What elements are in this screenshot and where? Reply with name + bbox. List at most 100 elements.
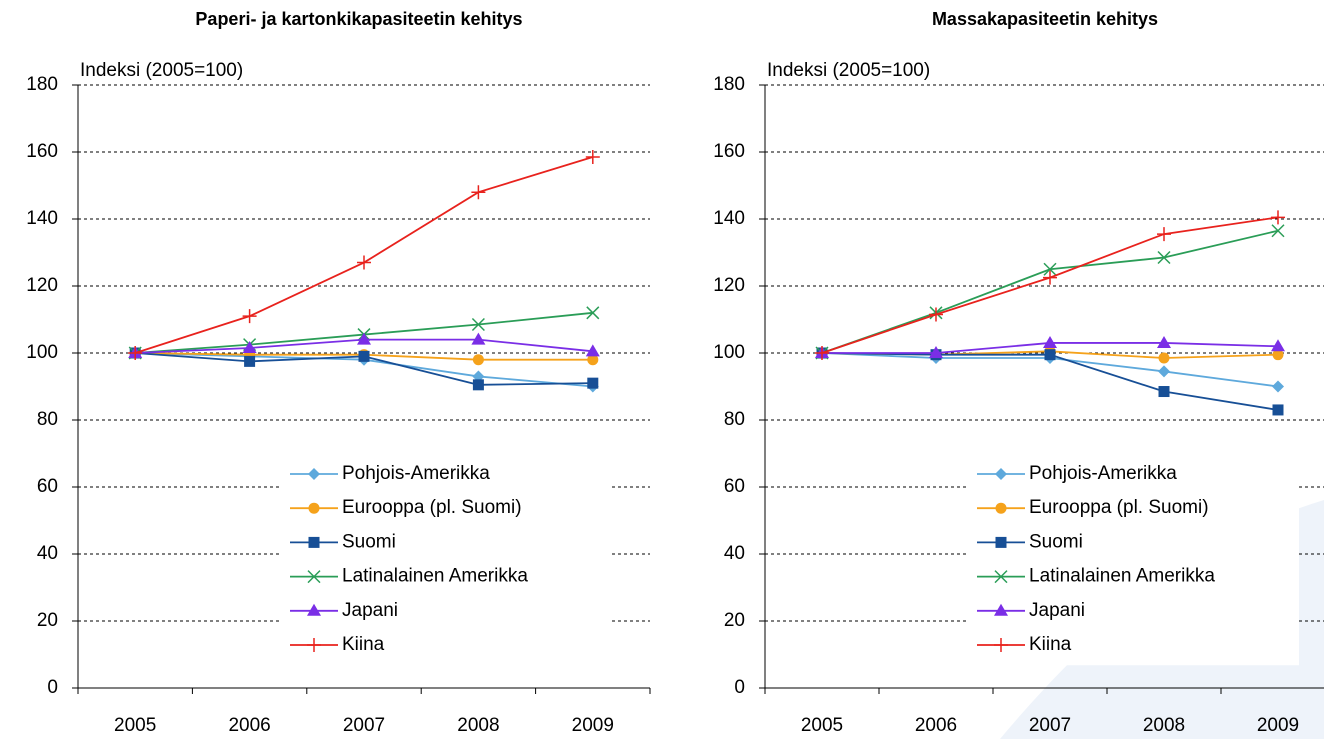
- marker: [587, 354, 599, 366]
- legend-label: Eurooppa (pl. Suomi): [1029, 497, 1209, 518]
- marker: [1158, 365, 1170, 378]
- marker: [994, 603, 1008, 616]
- y-tick-label: 140: [713, 208, 745, 229]
- marker: [1272, 349, 1284, 361]
- y-tick-label: 40: [724, 543, 745, 564]
- marker: [1043, 335, 1057, 348]
- legend-label: Kiina: [342, 634, 385, 655]
- x-tick-label: 2006: [915, 715, 957, 736]
- marker: [358, 350, 370, 362]
- series-line: [134, 156, 594, 354]
- x-tick-label: 2009: [1257, 715, 1299, 736]
- legend-label: Japani: [1029, 600, 1085, 621]
- legend-label: Pohjois-Amerikka: [1029, 463, 1177, 484]
- marker: [308, 536, 320, 548]
- x-tick-label: 2007: [343, 715, 385, 736]
- marker: [357, 255, 371, 270]
- legend-box: [967, 456, 1299, 666]
- marker: [308, 468, 320, 480]
- y-tick-label: 120: [26, 275, 58, 296]
- marker: [586, 306, 600, 320]
- y-tick-label: 180: [26, 74, 58, 95]
- marker: [815, 346, 829, 360]
- marker: [308, 502, 320, 514]
- chart-title: Paperi- ja kartonkikapasiteetin kehitys: [195, 9, 522, 29]
- x-tick-label: 2005: [801, 715, 843, 736]
- legend-label: Kiina: [1029, 634, 1072, 655]
- marker: [1157, 250, 1171, 265]
- marker: [994, 638, 1008, 652]
- legend-label: Latinalainen Amerikka: [1029, 566, 1215, 587]
- legend-label: Suomi: [342, 531, 396, 552]
- marker: [1044, 349, 1056, 361]
- y-tick-label: 60: [37, 476, 58, 497]
- y-tick-label: 100: [26, 342, 58, 363]
- y-tick-label: 0: [734, 677, 745, 698]
- marker: [1158, 386, 1170, 398]
- series-line: [821, 216, 1279, 354]
- marker: [307, 603, 321, 616]
- x-tick-label: 2006: [228, 715, 270, 736]
- marker: [1271, 210, 1285, 225]
- marker: [1157, 227, 1171, 242]
- x-tick-label: 2008: [1143, 715, 1185, 736]
- y-tick-label: 140: [26, 208, 58, 229]
- legend-label: Pohjois-Amerikka: [342, 463, 490, 484]
- marker: [357, 332, 371, 345]
- y-tick-label: 40: [37, 543, 58, 564]
- y-tick-label: 100: [713, 342, 745, 363]
- y-tick-label: 0: [47, 677, 58, 698]
- marker: [929, 346, 943, 358]
- y-tick-label: 80: [724, 409, 745, 430]
- marker: [1043, 262, 1057, 276]
- marker: [1158, 352, 1170, 364]
- marker: [1271, 339, 1285, 352]
- series-line: [821, 229, 1279, 354]
- marker: [1271, 224, 1285, 238]
- legend-label: Suomi: [1029, 531, 1083, 552]
- y-axis-label: Indeksi (2005=100): [767, 60, 930, 81]
- marker: [471, 332, 486, 345]
- y-tick-label: 20: [724, 610, 745, 631]
- marker: [244, 355, 256, 367]
- y-tick-label: 160: [713, 141, 745, 162]
- marker: [587, 377, 599, 389]
- marker: [242, 340, 257, 353]
- marker: [1272, 404, 1284, 416]
- marker: [1043, 270, 1057, 285]
- legend-label: Eurooppa (pl. Suomi): [342, 497, 522, 518]
- marker: [307, 638, 321, 652]
- marker: [471, 317, 485, 332]
- x-tick-label: 2007: [1029, 715, 1071, 736]
- legend-box: [280, 456, 612, 666]
- marker: [1272, 380, 1284, 393]
- marker: [307, 570, 321, 584]
- marker: [929, 307, 943, 322]
- marker: [242, 309, 257, 324]
- y-tick-label: 20: [37, 610, 58, 631]
- marker: [472, 379, 484, 391]
- legend-label: Latinalainen Amerikka: [342, 566, 528, 587]
- y-tick-label: 80: [37, 409, 58, 430]
- marker: [128, 346, 143, 360]
- marker: [471, 185, 486, 200]
- legend-label: Japani: [342, 600, 398, 621]
- y-tick-label: 180: [713, 74, 745, 95]
- chart-title: Massakapasiteetin kehitys: [932, 9, 1158, 29]
- y-axis-label: Indeksi (2005=100): [80, 60, 243, 81]
- marker: [994, 570, 1008, 584]
- marker: [585, 344, 600, 357]
- marker: [1157, 335, 1171, 348]
- marker: [585, 150, 600, 165]
- y-tick-label: 60: [724, 476, 745, 497]
- marker: [472, 354, 484, 366]
- marker: [995, 468, 1007, 480]
- x-tick-label: 2009: [572, 715, 614, 736]
- marker: [995, 536, 1007, 548]
- x-tick-label: 2008: [457, 715, 499, 736]
- y-tick-label: 120: [713, 275, 745, 296]
- x-tick-label: 2005: [114, 715, 156, 736]
- y-tick-label: 160: [26, 141, 58, 162]
- marker: [995, 502, 1007, 514]
